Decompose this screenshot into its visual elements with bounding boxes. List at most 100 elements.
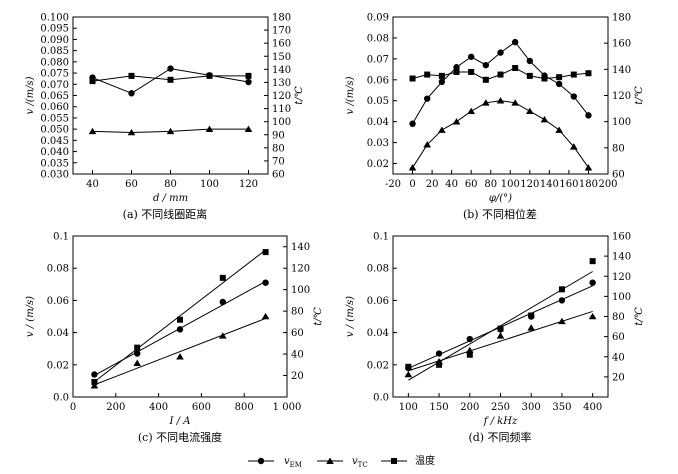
x-tick-label: 80: [164, 179, 177, 190]
fit-line: [94, 317, 266, 386]
triangle-marker: [404, 370, 413, 378]
square-marker: [89, 78, 96, 85]
triangle-marker: [555, 126, 563, 133]
series-v-tc: [90, 312, 270, 389]
circle-marker: [176, 326, 184, 333]
circle-marker: [466, 335, 473, 343]
triangle-marker: [219, 332, 227, 339]
circle-marker: [585, 112, 592, 119]
triangle-marker: [408, 164, 417, 171]
circle-marker: [435, 350, 443, 357]
y-right-tick-label: 120: [272, 91, 291, 102]
y-left-tick-label: 0.065: [40, 91, 69, 102]
y-right-axis-label: t/℃: [294, 86, 305, 105]
x-tick-label: 100: [501, 179, 520, 190]
square-marker: [541, 75, 548, 82]
square-marker: [585, 70, 592, 77]
y-right-tick-label: 160: [272, 39, 291, 50]
y-right-tick-label: 100: [291, 285, 310, 296]
y-right-tick-label: 160: [612, 39, 631, 50]
circle-marker: [128, 90, 135, 97]
triangle-marker: [526, 107, 534, 114]
y-right-tick-label: 180: [612, 13, 631, 24]
y-right-tick-label: 120: [291, 264, 310, 275]
triangle-marker: [496, 97, 505, 104]
legend-temperature-label: 温度: [415, 454, 435, 467]
chart-panel-1: 40 60 80 100 1200.0300.0350.0400.0450.0500.0…: [25, 13, 305, 222]
y-left-tick-label: 0.06: [367, 296, 389, 307]
y-left-tick-label: 0.05: [367, 96, 389, 107]
y-right-tick-label: 80: [272, 143, 285, 154]
triangle-marker: [261, 312, 270, 320]
fit-line: [408, 310, 593, 372]
square-marker: [466, 351, 473, 358]
y-left-tick-label: 0.040: [40, 147, 69, 158]
y-right-tick-label: 120: [612, 91, 631, 102]
triangle-marker: [438, 126, 446, 133]
y-right-tick-label: 150: [272, 52, 291, 63]
x-tick-label: 20: [426, 179, 439, 190]
y-right-tick-label: 80: [612, 143, 625, 154]
x-tick-label: 60: [465, 179, 478, 190]
x-tick-label: 80: [484, 179, 497, 190]
y-right-tick-label: 20: [612, 372, 625, 383]
x-tick-label: 160: [559, 179, 578, 190]
circle-marker: [91, 371, 98, 378]
square-marker: [589, 258, 596, 265]
square-marker: [558, 286, 565, 293]
y-left-tick-label: 0.070: [40, 80, 69, 91]
svg-text:vTC: vTC: [352, 456, 368, 469]
plot-frame: [72, 16, 269, 175]
triangle-marker: [423, 141, 432, 148]
circle-marker: [497, 49, 504, 56]
y-right-tick-label: 90: [272, 130, 285, 141]
square-marker: [512, 65, 519, 72]
series-v-tc: [404, 310, 597, 378]
legend-triangle-marker: [326, 457, 334, 464]
square-marker: [206, 72, 213, 79]
y-right-tick-label: 140: [272, 65, 291, 76]
square-marker: [424, 71, 431, 78]
x-tick-label: 200: [106, 402, 125, 413]
series-temperature: [91, 249, 269, 385]
y-left-axis-label: v / (m/s): [345, 296, 356, 337]
circle-marker: [570, 93, 577, 100]
y-left-axis-label: v / (m/s): [25, 296, 36, 337]
x-tick-label: 300: [522, 402, 541, 413]
y-left-tick-label: 0.09: [367, 13, 389, 24]
square-marker: [526, 72, 533, 79]
x-tick-label: 40: [86, 179, 99, 190]
circle-marker: [526, 57, 534, 65]
y-left-tick-label: 0.02: [367, 360, 389, 371]
y-right-axis-label: t/℃: [313, 307, 324, 326]
square-marker: [219, 274, 226, 281]
legend-v-em-symbol: v: [284, 456, 290, 467]
square-marker: [405, 363, 412, 370]
chart-panel-4: 100 150 200 250 300 350 400 0.0 0.02 0.04 0.06 0.08…: [345, 232, 645, 445]
square-marker: [134, 344, 141, 351]
y-left-tick-label: 0.08: [47, 264, 69, 275]
circle-marker: [467, 53, 475, 60]
circle-marker: [219, 298, 226, 306]
y-left-tick-label: 0.100: [40, 13, 69, 24]
legend-v-tc-sub: TC: [358, 461, 368, 469]
y-right-tick-label: 120: [612, 272, 631, 283]
y-left-tick-label: 0.04: [367, 328, 389, 339]
y-left-tick-label: 0.055: [40, 113, 69, 124]
circle-marker: [262, 279, 269, 286]
x-tick-label: 0: [70, 402, 76, 413]
y-right-tick-label: 100: [272, 117, 291, 128]
y-left-tick-label: 0.1: [53, 232, 69, 243]
x-tick-label: 200: [598, 179, 617, 190]
y-right-axis-label: t/℃: [634, 86, 645, 105]
y-left-tick-label: 0.075: [40, 69, 69, 80]
y-right-tick-label: 180: [272, 13, 291, 24]
y-left-tick-label: 0.050: [40, 125, 69, 136]
x-tick-label: 120: [520, 179, 539, 190]
legend-circle-marker: [257, 457, 265, 465]
panel-caption: (b) 不同相位差: [463, 207, 537, 221]
triangle-marker: [176, 353, 184, 360]
square-marker: [167, 76, 174, 83]
triangle-marker: [467, 107, 475, 114]
y-right-tick-label: 140: [612, 65, 631, 76]
